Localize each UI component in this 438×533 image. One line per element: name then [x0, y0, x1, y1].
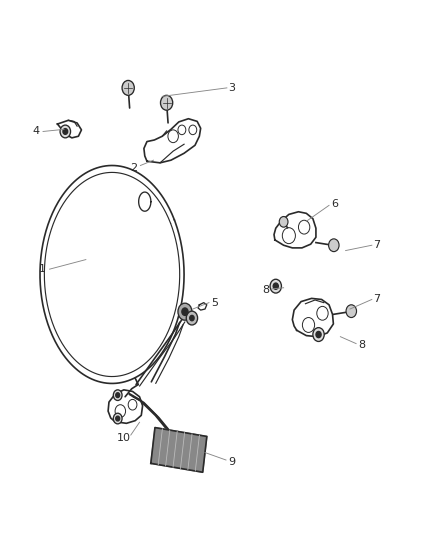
Text: 9: 9	[229, 457, 236, 466]
Circle shape	[160, 95, 173, 110]
Polygon shape	[274, 212, 316, 248]
Circle shape	[116, 416, 120, 421]
Text: 7: 7	[374, 294, 381, 304]
Circle shape	[113, 390, 122, 400]
Circle shape	[273, 283, 278, 289]
Circle shape	[113, 413, 122, 424]
Circle shape	[63, 128, 67, 134]
Text: 6: 6	[331, 199, 338, 209]
Polygon shape	[292, 298, 333, 337]
Text: 8: 8	[263, 286, 270, 295]
Text: 4: 4	[33, 126, 40, 136]
Polygon shape	[108, 390, 143, 423]
Circle shape	[313, 328, 324, 342]
Polygon shape	[151, 427, 207, 472]
Circle shape	[182, 308, 188, 316]
Circle shape	[270, 279, 282, 293]
Text: 10: 10	[117, 433, 131, 443]
Circle shape	[122, 80, 134, 95]
Circle shape	[346, 305, 357, 318]
Text: 5: 5	[211, 297, 218, 308]
Circle shape	[178, 303, 192, 320]
Circle shape	[186, 311, 198, 325]
Text: 7: 7	[374, 240, 381, 250]
Text: 3: 3	[229, 83, 236, 93]
Circle shape	[279, 216, 288, 227]
Circle shape	[190, 316, 194, 321]
Text: 2: 2	[130, 163, 138, 173]
Circle shape	[60, 125, 71, 138]
Circle shape	[328, 239, 339, 252]
Text: 1: 1	[39, 264, 46, 274]
Circle shape	[316, 332, 321, 338]
Text: 8: 8	[358, 340, 365, 350]
Circle shape	[116, 393, 120, 398]
